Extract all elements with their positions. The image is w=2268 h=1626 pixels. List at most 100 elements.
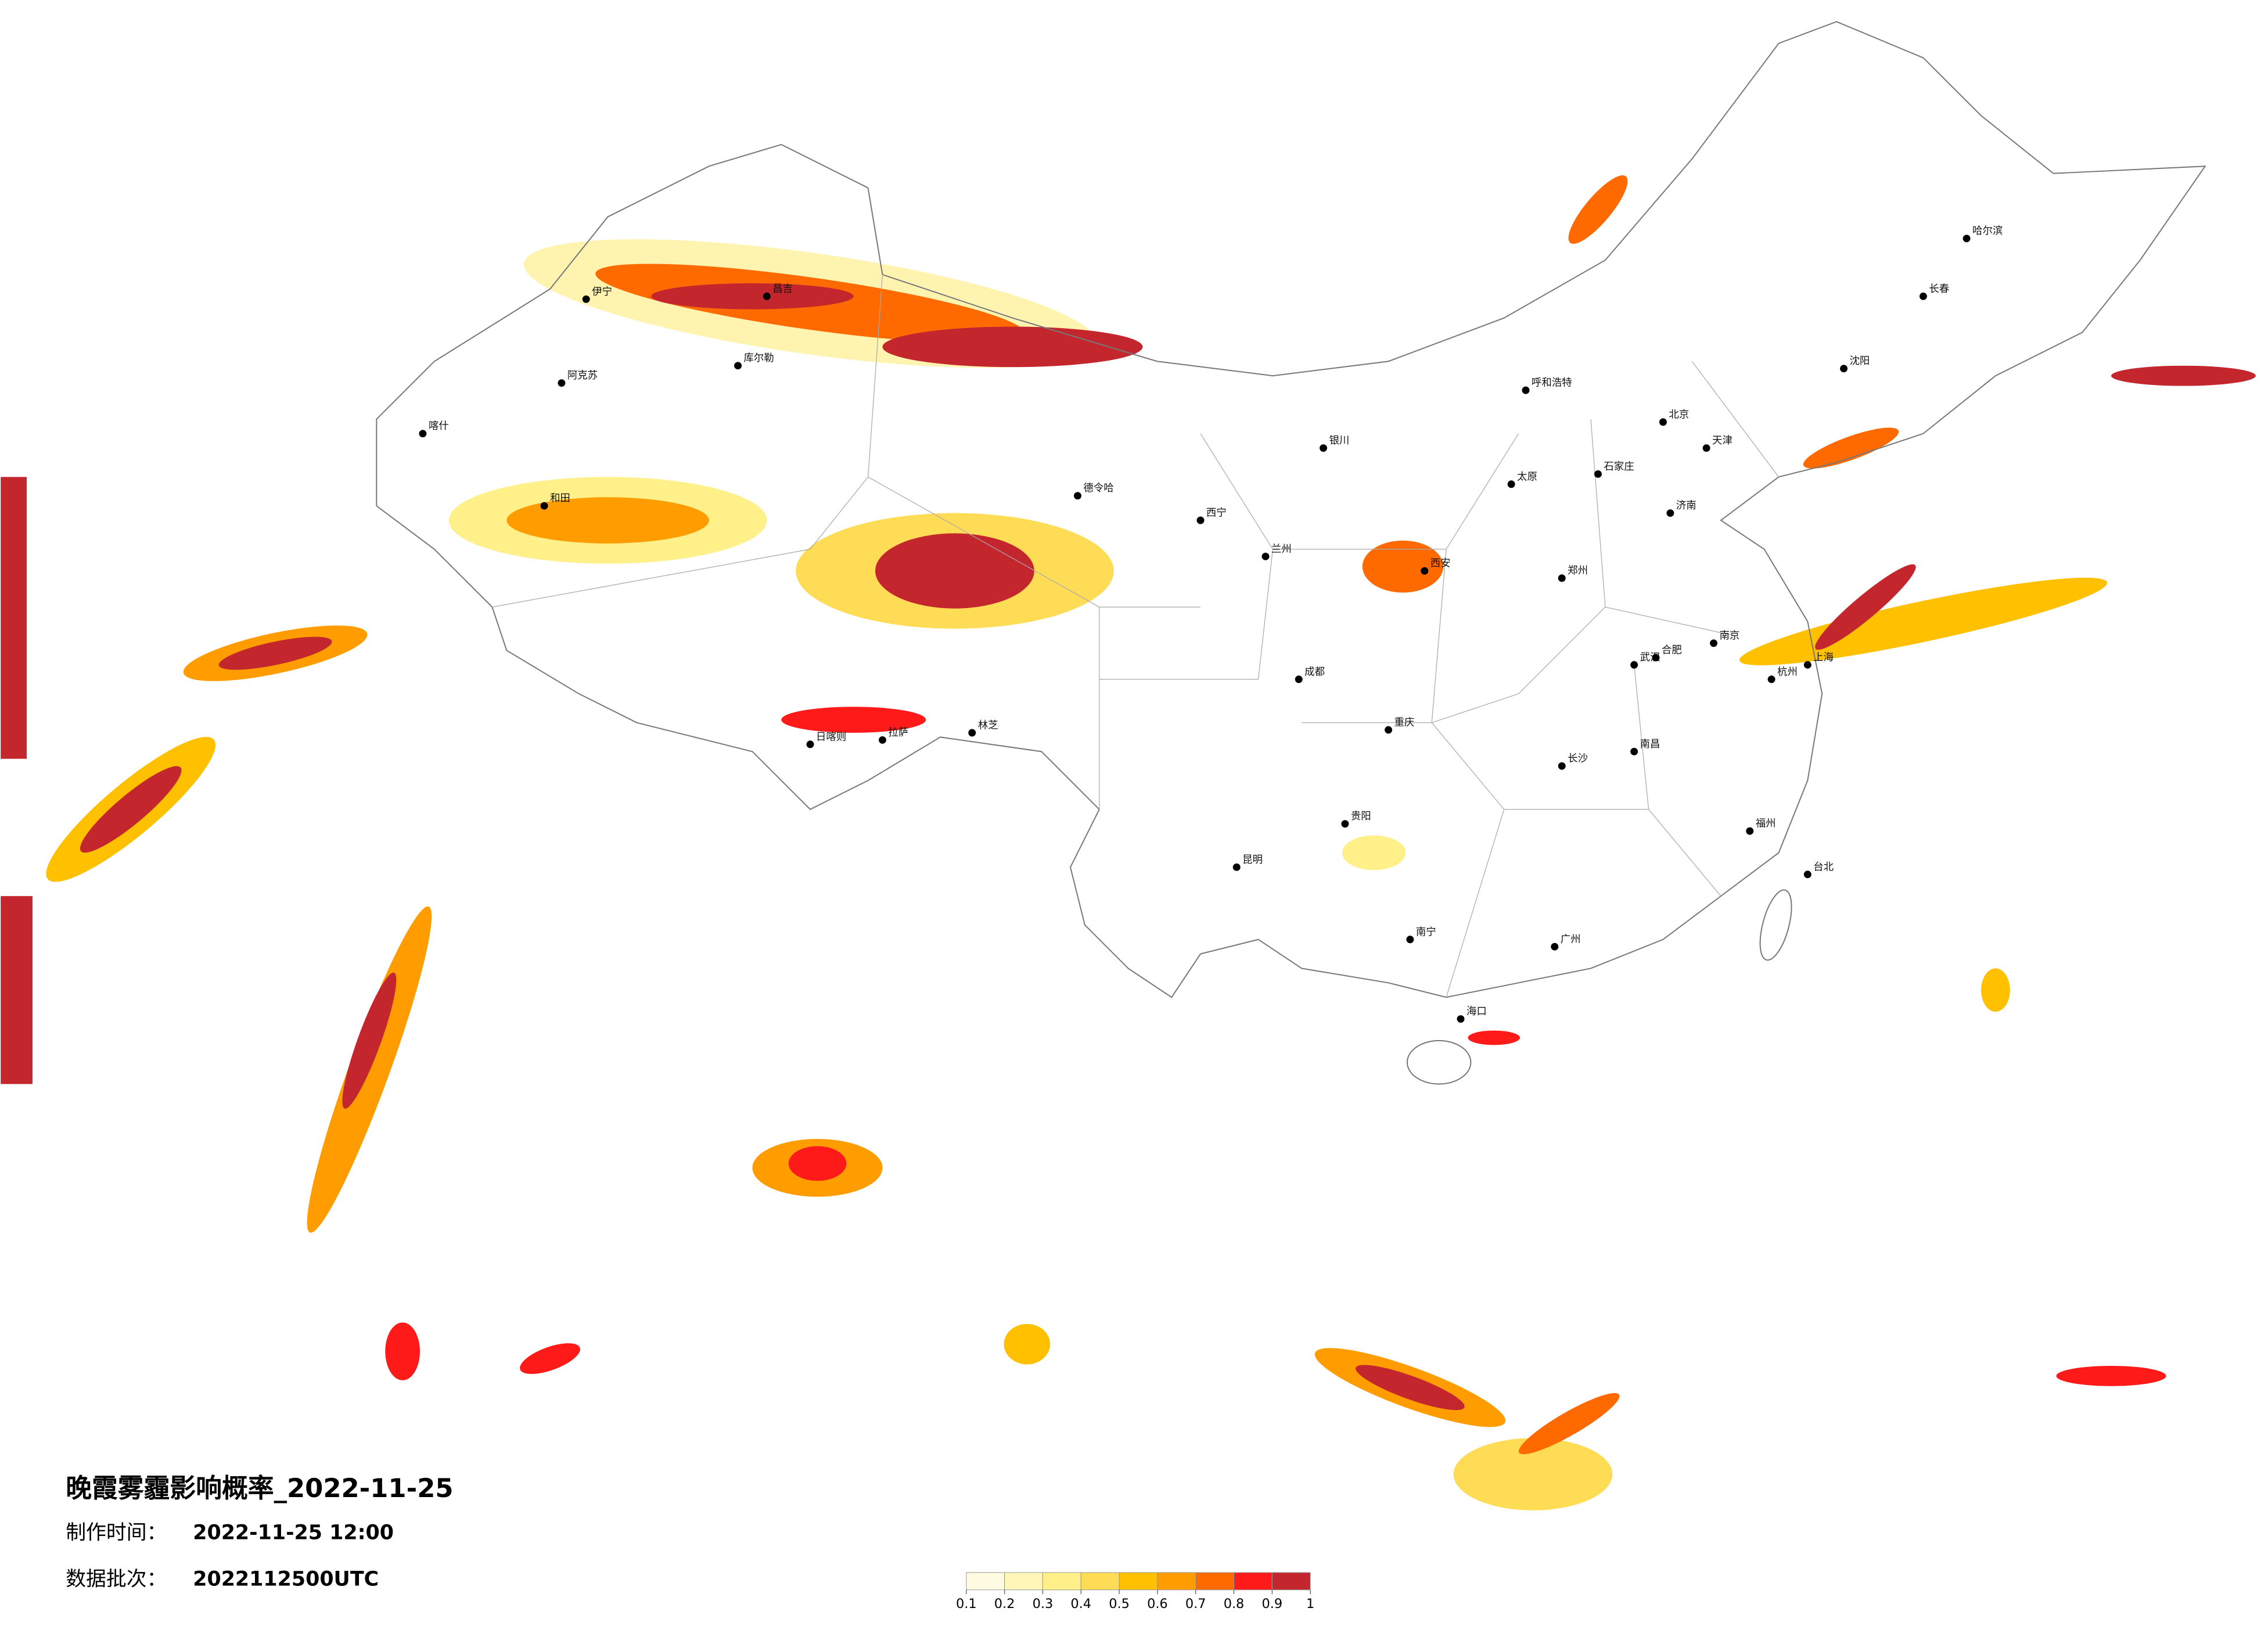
probability-area (1468, 1030, 1521, 1045)
city-dot (1963, 235, 1971, 243)
probability-area (342, 972, 397, 1109)
probability-area (80, 766, 182, 853)
city-label: 喀什 (429, 420, 449, 432)
legend-swatch (1080, 1572, 1120, 1591)
city-dot (582, 295, 590, 303)
city-label: 太原 (1517, 471, 1537, 483)
city-dot (1594, 470, 1602, 478)
city-dot (1630, 747, 1638, 756)
city-label: 石家庄 (1604, 461, 1634, 473)
city-label: 昌吉 (772, 283, 793, 295)
city-label: 合肥 (1662, 645, 1682, 656)
city-dot (968, 729, 976, 737)
city-label: 德令哈 (1083, 483, 1113, 494)
city-label: 南昌 (1640, 739, 1660, 750)
city-label: 重庆 (1394, 717, 1415, 728)
city-dot (1196, 516, 1205, 524)
legend-tick-label: 0.1 (956, 1596, 977, 1611)
city-dot (1803, 870, 1811, 879)
batch-value: 2022112500UTC (193, 1567, 379, 1591)
city-label: 西宁 (1206, 508, 1227, 519)
city-dot (1702, 444, 1710, 452)
legend-tick-label: 0.2 (994, 1596, 1015, 1611)
city-dot (763, 292, 771, 300)
city-label: 南京 (1720, 630, 1740, 642)
city-dot (1261, 552, 1270, 560)
city-label: 天津 (1712, 435, 1733, 447)
map-title: 晚霞雾霾影响概率_2022-11-25 (66, 1473, 453, 1503)
city-dot (1558, 574, 1566, 582)
city-label: 哈尔滨 (1972, 225, 2003, 237)
probability-area (882, 326, 1143, 368)
legend-tick-label: 0.5 (1109, 1596, 1130, 1611)
legend: 0.1 0.2 0.3 0.4 0.5 0.6 0.7 0.8 0.9 1 (956, 1572, 1314, 1611)
city-dot (1385, 726, 1393, 734)
city-dot (1840, 365, 1848, 373)
city-dot (558, 379, 566, 387)
probability-area (1803, 427, 1899, 469)
probability-field (1, 175, 2256, 1510)
city-dot (1710, 639, 1718, 647)
probability-area (1981, 968, 2010, 1012)
legend-swatch (1234, 1572, 1273, 1591)
city-label: 和田 (550, 493, 570, 505)
legend-swatch (1157, 1572, 1196, 1591)
city-label: 南宁 (1416, 926, 1436, 938)
city-label: 伊宁 (592, 286, 612, 298)
city-dot (1073, 492, 1081, 500)
city-label: 贵阳 (1351, 811, 1371, 822)
country-outline (376, 21, 2206, 998)
probability-area (2056, 1366, 2166, 1386)
legend-swatch (1271, 1572, 1311, 1591)
city-dot (1659, 418, 1667, 426)
city-label: 长春 (1929, 283, 1949, 295)
city-dot (734, 362, 742, 370)
probability-area (1342, 835, 1406, 870)
legend-swatch (966, 1572, 1005, 1591)
city-dot (1406, 936, 1414, 944)
legend-tick-label: 0.6 (1147, 1596, 1168, 1611)
city-dot (1341, 820, 1349, 828)
city-dot (878, 736, 886, 744)
city-label: 拉萨 (888, 727, 908, 739)
probability-area (781, 707, 926, 733)
province-lines (492, 274, 1780, 998)
city-dot (1558, 762, 1566, 770)
probability-area (385, 1322, 420, 1380)
probability-area (1815, 564, 1916, 650)
city-label: 北京 (1669, 409, 1689, 420)
city-dot (1507, 480, 1515, 488)
probability-area (1453, 1438, 1613, 1510)
city-dot (1421, 567, 1429, 575)
made-value: 2022-11-25 12:00 (193, 1521, 394, 1545)
batch-label: 数据批次： (66, 1567, 167, 1591)
island-outline (1759, 889, 1792, 961)
probability-area (1, 477, 27, 759)
legend-tick-label: 0.3 (1033, 1596, 1054, 1611)
city-dot (1767, 675, 1775, 684)
legend-tick-label: 1 (1306, 1596, 1314, 1611)
boundaries (376, 21, 2206, 1085)
legend-tick-label: 0.7 (1185, 1596, 1206, 1611)
legend-swatch (1042, 1572, 1081, 1591)
city-label: 杭州 (1777, 666, 1798, 678)
island-outline (1406, 1040, 1472, 1085)
city-label: 沈阳 (1850, 355, 1870, 367)
probability-area (651, 283, 854, 310)
probability-area (875, 533, 1034, 609)
city-dot (1803, 661, 1811, 669)
city-dot (1295, 675, 1303, 684)
city-label: 兰州 (1271, 544, 1292, 555)
city-label: 济南 (1676, 500, 1696, 512)
city-label: 日喀则 (816, 731, 846, 743)
city-label: 银川 (1329, 435, 1350, 447)
city-dot (1522, 386, 1530, 394)
probability-area (218, 636, 332, 670)
legend-tick-label: 0.8 (1224, 1596, 1245, 1611)
city-label: 福州 (1756, 818, 1776, 830)
probability-area (1356, 1365, 1465, 1411)
city-label: 台北 (1813, 861, 1834, 873)
